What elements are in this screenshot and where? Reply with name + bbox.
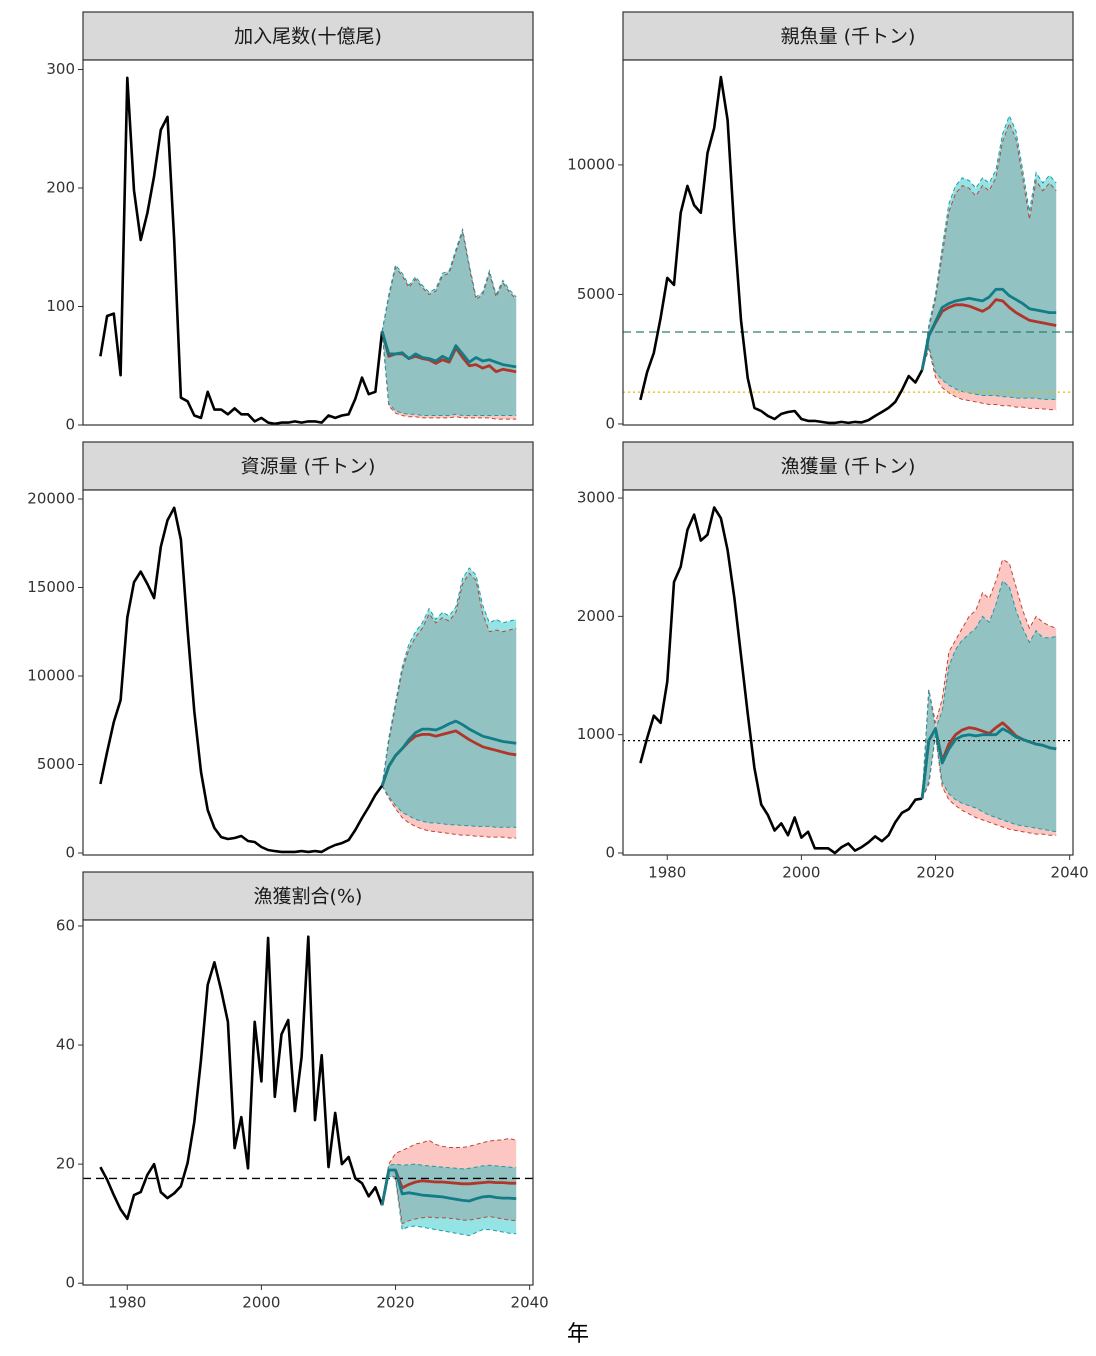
band-edge (381, 1174, 517, 1225)
y-tick-label: 100 (46, 297, 75, 315)
strip (82, 871, 534, 921)
x-tick-label: 2020 (916, 864, 954, 882)
projection-line (920, 727, 1057, 799)
y-tick-label: 0 (605, 414, 615, 432)
strip (622, 441, 1074, 491)
history-line (639, 75, 924, 425)
y-tick-label: 5000 (577, 285, 615, 303)
y-tick-label: 0 (65, 843, 75, 861)
band (922, 123, 1057, 410)
band (382, 573, 517, 838)
y-tick-label: 0 (65, 416, 75, 434)
y-tick-label: 300 (46, 60, 75, 78)
panel-title: 親魚量 (千トン) (781, 26, 916, 48)
panel-title: 漁獲量 (千トン) (781, 456, 916, 478)
projection-line (380, 719, 517, 787)
x-tick-label: 1980 (108, 1294, 146, 1312)
y-tick-label: 2000 (577, 607, 615, 625)
projection-line (920, 287, 1057, 371)
y-tick-label: 10000 (567, 155, 615, 173)
x-tick-label: 2000 (242, 1294, 280, 1312)
band-edge (921, 735, 1057, 836)
plot-border (82, 59, 534, 426)
band-edge (921, 558, 1057, 799)
x-axis-title: 年 (567, 1322, 589, 1347)
projection-line (920, 298, 1057, 371)
band-edge (921, 734, 1057, 833)
plot-content (83, 935, 533, 1237)
x-tick-label: 1980 (648, 864, 686, 882)
band-edge (921, 344, 1057, 400)
band-edge (381, 1175, 517, 1237)
band-edge (921, 580, 1057, 799)
history-line (99, 506, 384, 854)
y-tick-label: 10000 (27, 666, 75, 684)
panel: 親魚量 (千トン) 0 5000 10000 (567, 11, 1074, 432)
panel-title: 資源量 (千トン) (241, 456, 376, 478)
plot-border (622, 59, 1074, 426)
band (922, 115, 1057, 400)
plot-border (82, 489, 534, 856)
band-edge (381, 331, 517, 420)
x-tick-label: 2040 (1051, 864, 1089, 882)
plot-content (623, 506, 1073, 855)
plot-content (99, 76, 517, 425)
y-tick-label: 60 (56, 916, 75, 934)
plot-border (82, 919, 534, 1286)
y-tick-label: 20000 (27, 489, 75, 507)
y-tick-label: 3000 (577, 489, 615, 507)
projection-line (380, 1168, 517, 1206)
band-edge (381, 785, 517, 839)
x-tick-label: 2040 (511, 1294, 549, 1312)
band-edge (381, 331, 517, 416)
band-edge (921, 346, 1057, 411)
strip (622, 11, 1074, 61)
x-tick-label: 2000 (782, 864, 820, 882)
band (382, 568, 517, 828)
panel: 資源量 (千トン) 0 5000 10000 15000 20000 (27, 441, 534, 861)
y-tick-label: 0 (605, 843, 615, 861)
y-tick-label: 1000 (577, 725, 615, 743)
plot-content (623, 75, 1073, 425)
panel-title: 漁獲割合(%) (254, 886, 363, 908)
plot-area (83, 920, 533, 1285)
band (382, 231, 517, 420)
y-tick-label: 15000 (27, 578, 75, 596)
y-tick-label: 200 (46, 178, 75, 196)
panel: 漁獲量 (千トン) 0 1000 2000 3000 1980 2000 2020 2040 (577, 441, 1089, 882)
band-edge (381, 1137, 517, 1206)
band (382, 1138, 517, 1224)
projection-line (380, 1168, 517, 1206)
plot-area (83, 490, 533, 855)
band-edge (381, 1163, 517, 1206)
x-tick-label: 2020 (376, 1294, 414, 1312)
y-tick-label: 0 (65, 1274, 75, 1292)
plot-border (622, 489, 1074, 856)
history-line (639, 506, 923, 855)
strip (82, 441, 534, 491)
band (382, 1164, 517, 1236)
y-tick-label: 20 (56, 1155, 75, 1173)
panel-title: 加入尾数(十億尾) (234, 26, 382, 48)
history-line (99, 935, 384, 1221)
band-edge (381, 785, 517, 828)
band (922, 580, 1057, 832)
band-edge (381, 229, 517, 332)
history-line (99, 76, 384, 425)
panel: 加入尾数(十億尾) 0 100 200 300 (46, 11, 534, 434)
projection-line (380, 331, 517, 369)
band-edge (381, 227, 517, 332)
plot-area (623, 490, 1073, 855)
y-tick-label: 5000 (37, 755, 75, 773)
plot-content (99, 506, 517, 854)
y-tick-label: 40 (56, 1036, 75, 1054)
strip (82, 11, 534, 61)
plot-area (623, 60, 1073, 425)
band-edge (381, 567, 517, 786)
